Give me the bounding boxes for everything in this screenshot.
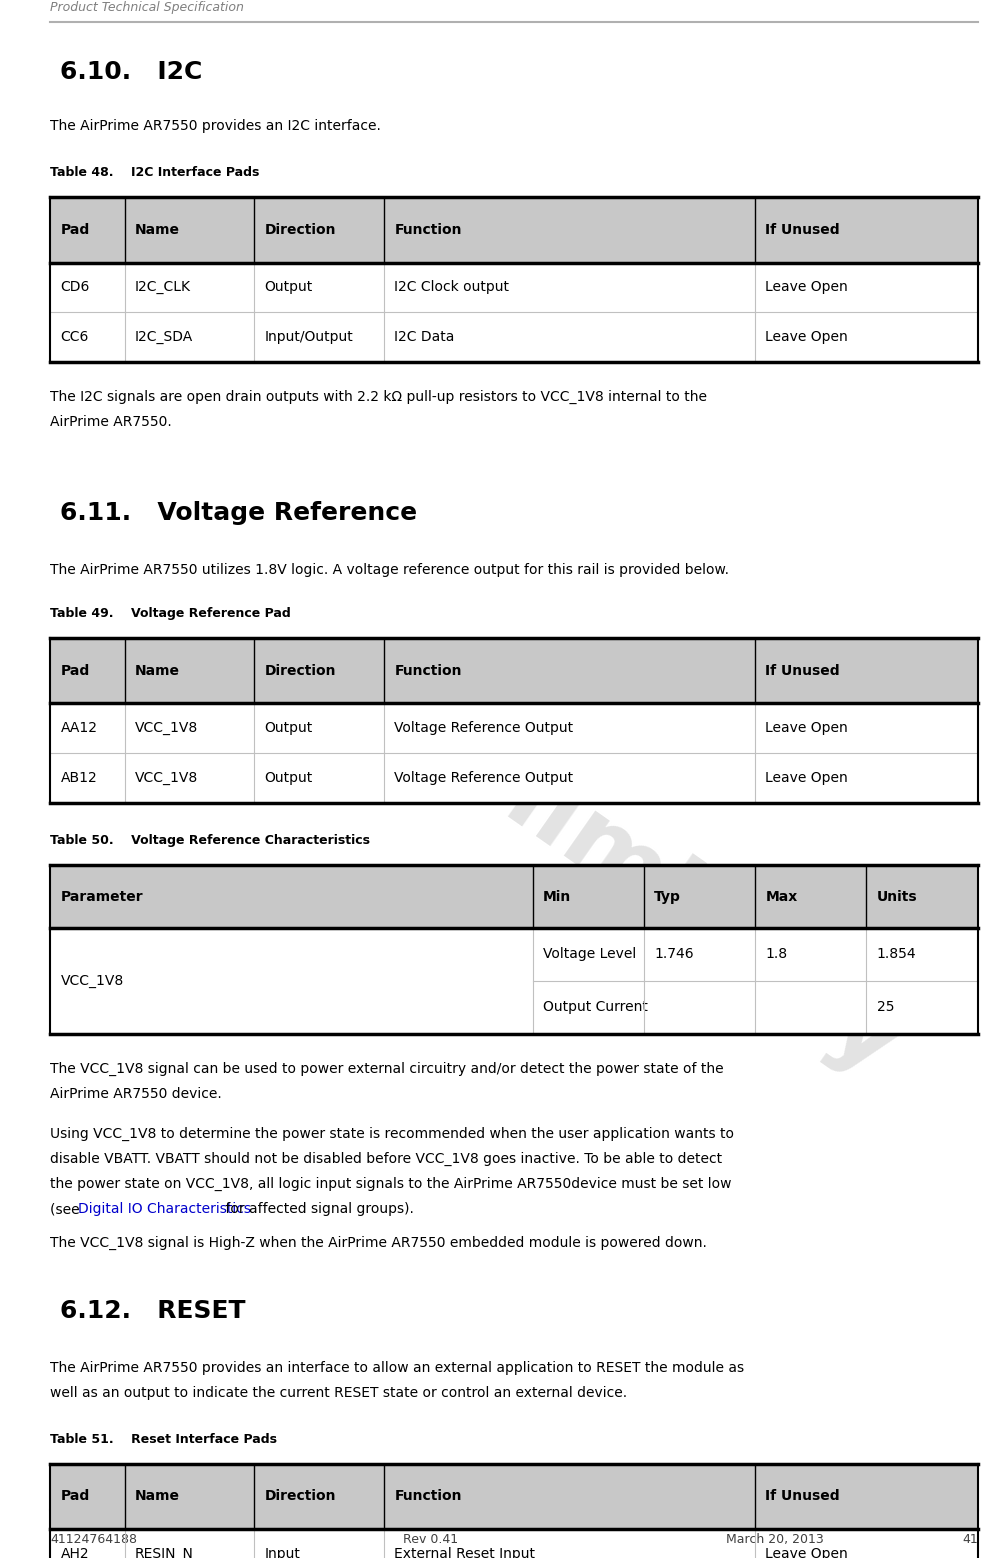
Text: Name: Name xyxy=(135,223,179,237)
Text: External Reset Input: External Reset Input xyxy=(394,1547,535,1558)
Text: Direction: Direction xyxy=(264,664,336,678)
Text: The AirPrime AR7550 provides an interface to allow an external application to RE: The AirPrime AR7550 provides an interfac… xyxy=(50,1362,745,1374)
Text: 1.746: 1.746 xyxy=(654,947,694,961)
Text: Leave Open: Leave Open xyxy=(765,771,848,785)
Bar xyxy=(50,198,978,263)
Text: 41124764188: 41124764188 xyxy=(50,1533,137,1547)
Text: Parameter: Parameter xyxy=(60,890,143,904)
Text: 6.12.   RESET: 6.12. RESET xyxy=(60,1299,246,1323)
Bar xyxy=(50,1465,978,1530)
Text: Product Technical Specification: Product Technical Specification xyxy=(50,2,244,14)
Text: Leave Open: Leave Open xyxy=(765,721,848,735)
Text: Max: Max xyxy=(765,890,797,904)
Text: Output Current: Output Current xyxy=(542,1000,647,1014)
Text: Digital IO Characteristics: Digital IO Characteristics xyxy=(78,1203,251,1215)
Text: Table 51.    Reset Interface Pads: Table 51. Reset Interface Pads xyxy=(50,1433,277,1446)
Text: Input/Output: Input/Output xyxy=(264,330,353,344)
Text: AirPrime AR7550.: AirPrime AR7550. xyxy=(50,416,172,428)
Bar xyxy=(50,313,978,363)
Text: If Unused: If Unused xyxy=(765,223,840,237)
Text: RESIN_N: RESIN_N xyxy=(135,1547,194,1558)
Text: AA12: AA12 xyxy=(60,721,98,735)
Text: Name: Name xyxy=(135,664,179,678)
Text: Pad: Pad xyxy=(60,1489,90,1503)
Text: The AirPrime AR7550 utilizes 1.8V logic. A voltage reference output for this rai: The AirPrime AR7550 utilizes 1.8V logic.… xyxy=(50,564,730,576)
Text: Leave Open: Leave Open xyxy=(765,280,848,294)
Text: Function: Function xyxy=(394,1489,462,1503)
Text: 25: 25 xyxy=(877,1000,894,1014)
Text: Using VCC_1V8 to determine the power state is recommended when the user applicat: Using VCC_1V8 to determine the power sta… xyxy=(50,1128,735,1142)
Text: The VCC_1V8 signal can be used to power external circuitry and/or detect the pow: The VCC_1V8 signal can be used to power … xyxy=(50,1063,724,1077)
Text: Direction: Direction xyxy=(264,1489,336,1503)
Text: Function: Function xyxy=(394,223,462,237)
Text: the power state on VCC_1V8, all logic input signals to the AirPrime AR7550device: the power state on VCC_1V8, all logic in… xyxy=(50,1178,732,1192)
Text: Input: Input xyxy=(264,1547,300,1558)
Text: Direction: Direction xyxy=(264,223,336,237)
Bar xyxy=(50,263,978,313)
Text: I2C_CLK: I2C_CLK xyxy=(135,280,191,294)
Text: The I2C signals are open drain outputs with 2.2 kΩ pull-up resistors to VCC_1V8 : The I2C signals are open drain outputs w… xyxy=(50,391,708,405)
Text: Pad: Pad xyxy=(60,664,90,678)
Text: Units: Units xyxy=(877,890,917,904)
Text: I2C Data: I2C Data xyxy=(394,330,455,344)
Bar xyxy=(50,1530,978,1558)
Text: 1.854: 1.854 xyxy=(877,947,916,961)
Text: VCC_1V8: VCC_1V8 xyxy=(135,721,198,735)
Text: Output: Output xyxy=(264,771,312,785)
Text: Function: Function xyxy=(394,664,462,678)
Text: If Unused: If Unused xyxy=(765,664,840,678)
Bar xyxy=(50,929,978,982)
Text: Table 49.    Voltage Reference Pad: Table 49. Voltage Reference Pad xyxy=(50,608,291,620)
Text: Voltage Reference Output: Voltage Reference Output xyxy=(394,771,574,785)
Text: 6.10.   I2C: 6.10. I2C xyxy=(60,61,203,84)
Text: well as an output to indicate the current RESET state or control an external dev: well as an output to indicate the curren… xyxy=(50,1387,628,1399)
Text: VCC_1V8: VCC_1V8 xyxy=(60,974,124,988)
Text: Min: Min xyxy=(542,890,571,904)
Bar xyxy=(50,639,978,704)
Text: I2C Clock output: I2C Clock output xyxy=(394,280,509,294)
Text: The AirPrime AR7550 provides an I2C interface.: The AirPrime AR7550 provides an I2C inte… xyxy=(50,120,381,132)
Text: AH2: AH2 xyxy=(60,1547,89,1558)
Text: Name: Name xyxy=(135,1489,179,1503)
Text: Typ: Typ xyxy=(654,890,680,904)
Text: Voltage Level: Voltage Level xyxy=(542,947,636,961)
Text: Preliminary: Preliminary xyxy=(331,647,919,1098)
Text: CC6: CC6 xyxy=(60,330,89,344)
Text: Leave Open: Leave Open xyxy=(765,1547,848,1558)
Bar xyxy=(50,754,978,804)
Text: VCC_1V8: VCC_1V8 xyxy=(135,771,198,785)
Text: If Unused: If Unused xyxy=(765,1489,840,1503)
Text: AB12: AB12 xyxy=(60,771,97,785)
Text: March 20, 2013: March 20, 2013 xyxy=(726,1533,824,1547)
Text: disable VBATT. VBATT should not be disabled before VCC_1V8 goes inactive. To be : disable VBATT. VBATT should not be disab… xyxy=(50,1153,723,1167)
Text: Table 50.    Voltage Reference Characteristics: Table 50. Voltage Reference Characterist… xyxy=(50,835,370,848)
Bar xyxy=(50,982,978,1035)
Text: 6.11.   Voltage Reference: 6.11. Voltage Reference xyxy=(60,502,417,525)
Text: (see: (see xyxy=(50,1203,85,1215)
Text: I2C_SDA: I2C_SDA xyxy=(135,330,193,344)
Text: Pad: Pad xyxy=(60,223,90,237)
Text: for affected signal groups).: for affected signal groups). xyxy=(221,1203,413,1215)
Text: Leave Open: Leave Open xyxy=(765,330,848,344)
Text: CD6: CD6 xyxy=(60,280,90,294)
Text: AirPrime AR7550 device.: AirPrime AR7550 device. xyxy=(50,1087,222,1100)
Text: Voltage Reference Output: Voltage Reference Output xyxy=(394,721,574,735)
Text: The VCC_1V8 signal is High-Z when the AirPrime AR7550 embedded module is powered: The VCC_1V8 signal is High-Z when the Ai… xyxy=(50,1237,708,1251)
Text: 1.8: 1.8 xyxy=(765,947,787,961)
Text: 41: 41 xyxy=(962,1533,978,1547)
Bar xyxy=(50,704,978,754)
Text: Rev 0.41: Rev 0.41 xyxy=(403,1533,459,1547)
Text: Output: Output xyxy=(264,280,312,294)
Bar xyxy=(50,866,978,929)
Text: Table 48.    I2C Interface Pads: Table 48. I2C Interface Pads xyxy=(50,167,260,179)
Text: Output: Output xyxy=(264,721,312,735)
